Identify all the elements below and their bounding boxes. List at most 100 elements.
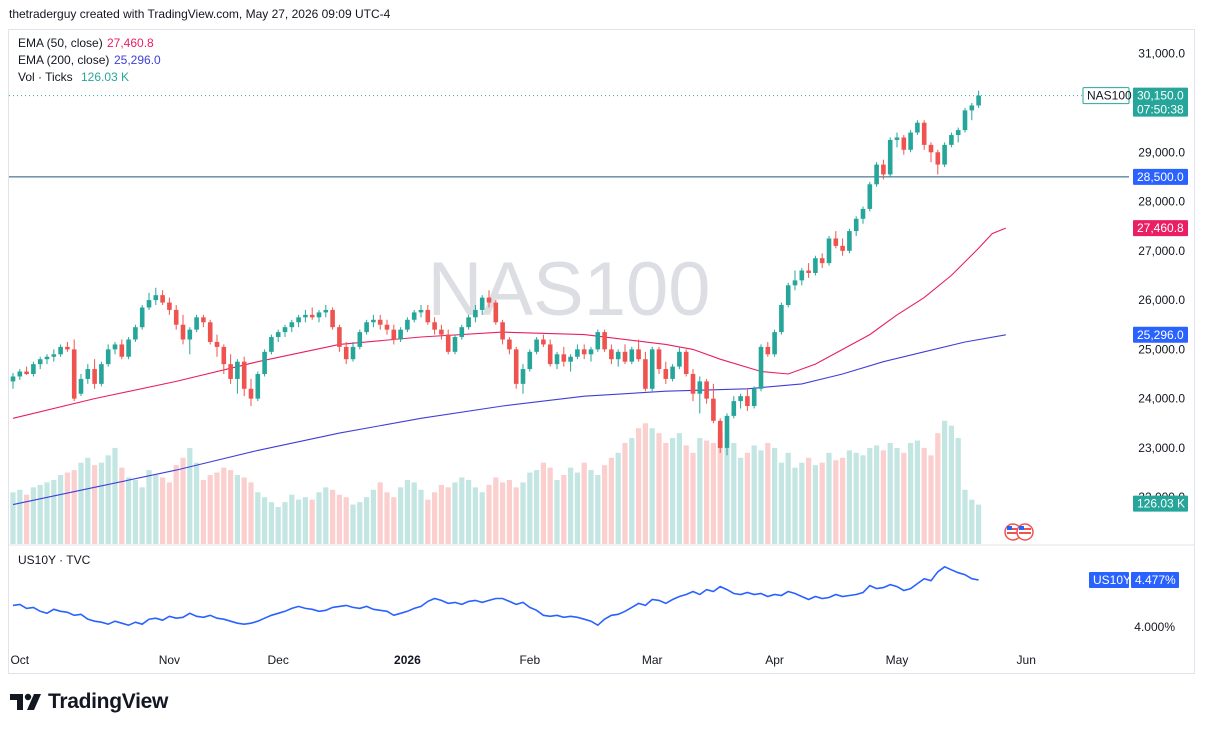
- candle[interactable]: [452, 334, 458, 355]
- candle[interactable]: [296, 314, 301, 328]
- candle[interactable]: [10, 373, 16, 389]
- ema200-path[interactable]: [12, 334, 1006, 506]
- candle[interactable]: [649, 346, 655, 392]
- candle[interactable]: [425, 305, 431, 325]
- candle[interactable]: [24, 366, 29, 375]
- ema200-line[interactable]: [12, 334, 1006, 506]
- candle[interactable]: [921, 120, 927, 150]
- candle[interactable]: [473, 305, 478, 323]
- candle[interactable]: [833, 231, 839, 249]
- candle[interactable]: [357, 329, 363, 350]
- candle[interactable]: [792, 270, 798, 291]
- candle[interactable]: [194, 314, 199, 333]
- candle[interactable]: [581, 344, 587, 360]
- candle[interactable]: [670, 364, 675, 382]
- candle[interactable]: [595, 329, 601, 352]
- candle[interactable]: [262, 349, 267, 377]
- candle[interactable]: [500, 319, 505, 345]
- candle[interactable]: [167, 297, 172, 315]
- candle[interactable]: [221, 344, 227, 374]
- candle[interactable]: [622, 344, 628, 365]
- candle[interactable]: [78, 374, 84, 397]
- candle[interactable]: [772, 329, 777, 357]
- candle[interactable]: [976, 90, 981, 108]
- candle[interactable]: [697, 376, 703, 414]
- candle[interactable]: [541, 334, 546, 347]
- candle[interactable]: [343, 341, 349, 365]
- candle[interactable]: [391, 324, 397, 345]
- candle[interactable]: [745, 388, 750, 411]
- candle[interactable]: [561, 346, 567, 367]
- candle[interactable]: [364, 319, 369, 335]
- candle[interactable]: [289, 319, 295, 333]
- candle[interactable]: [901, 135, 907, 155]
- candle[interactable]: [813, 255, 818, 276]
- candle[interactable]: [969, 102, 975, 121]
- us-flag-icon[interactable]: [1004, 523, 1022, 541]
- candle[interactable]: [588, 346, 594, 362]
- candle[interactable]: [513, 346, 519, 389]
- candle[interactable]: [92, 359, 97, 389]
- candle[interactable]: [71, 339, 77, 402]
- candle[interactable]: [779, 302, 784, 335]
- candle[interactable]: [112, 341, 118, 355]
- legend-ema50-name[interactable]: EMA (50, close): [18, 36, 103, 50]
- candle[interactable]: [228, 354, 233, 384]
- candle[interactable]: [51, 349, 57, 362]
- us-flag-icon[interactable]: [1016, 523, 1034, 541]
- time-axis[interactable]: Oct Nov Dec 2026 Feb Mar Apr May Jun: [10, 653, 1035, 667]
- candle[interactable]: [547, 339, 553, 367]
- candle[interactable]: [411, 309, 417, 323]
- candle[interactable]: [867, 181, 873, 212]
- candle[interactable]: [799, 268, 805, 286]
- candle[interactable]: [17, 369, 23, 380]
- legend-ema200-name[interactable]: EMA (200, close): [18, 53, 109, 67]
- candle[interactable]: [507, 337, 512, 355]
- candle[interactable]: [887, 137, 893, 177]
- candle[interactable]: [119, 339, 125, 360]
- candle[interactable]: [860, 206, 866, 224]
- candle[interactable]: [806, 263, 811, 278]
- candle[interactable]: [636, 339, 641, 362]
- candle[interactable]: [609, 344, 614, 365]
- candle[interactable]: [479, 295, 485, 315]
- candle[interactable]: [527, 349, 533, 372]
- candle[interactable]: [44, 354, 50, 365]
- candle[interactable]: [949, 132, 954, 148]
- candle[interactable]: [711, 383, 716, 424]
- tradingview-logo[interactable]: TradingView: [10, 690, 168, 714]
- candle[interactable]: [153, 287, 159, 306]
- candle[interactable]: [493, 300, 499, 325]
- candle[interactable]: [65, 341, 70, 352]
- candle[interactable]: [133, 324, 138, 342]
- ema50-line[interactable]: [12, 227, 1007, 419]
- candle[interactable]: [377, 314, 383, 330]
- candle[interactable]: [575, 344, 580, 360]
- candle[interactable]: [432, 317, 437, 335]
- candle[interactable]: [704, 378, 709, 404]
- candle[interactable]: [819, 253, 825, 269]
- candle[interactable]: [534, 337, 539, 355]
- candle[interactable]: [935, 149, 941, 175]
- candlesticks[interactable]: [10, 90, 981, 456]
- candle[interactable]: [894, 132, 900, 148]
- candle[interactable]: [751, 386, 757, 409]
- legend-volume-name[interactable]: Vol · Ticks: [18, 70, 73, 84]
- candle[interactable]: [303, 309, 308, 323]
- candle[interactable]: [241, 356, 247, 397]
- candle[interactable]: [915, 120, 920, 136]
- candle[interactable]: [105, 344, 111, 367]
- candle[interactable]: [37, 356, 43, 370]
- candle[interactable]: [146, 292, 152, 310]
- candle[interactable]: [554, 351, 560, 370]
- chart-frame[interactable]: NAS100 EMA (50, close) 27,460.8 EMA (200…: [8, 29, 1195, 674]
- candle[interactable]: [337, 324, 342, 352]
- candle[interactable]: [874, 162, 879, 187]
- candle[interactable]: [520, 364, 526, 394]
- candle[interactable]: [275, 329, 281, 342]
- candle[interactable]: [31, 361, 36, 377]
- candle[interactable]: [486, 290, 492, 308]
- candle[interactable]: [405, 317, 410, 333]
- us10y-path[interactable]: [12, 565, 979, 627]
- candle[interactable]: [656, 346, 662, 374]
